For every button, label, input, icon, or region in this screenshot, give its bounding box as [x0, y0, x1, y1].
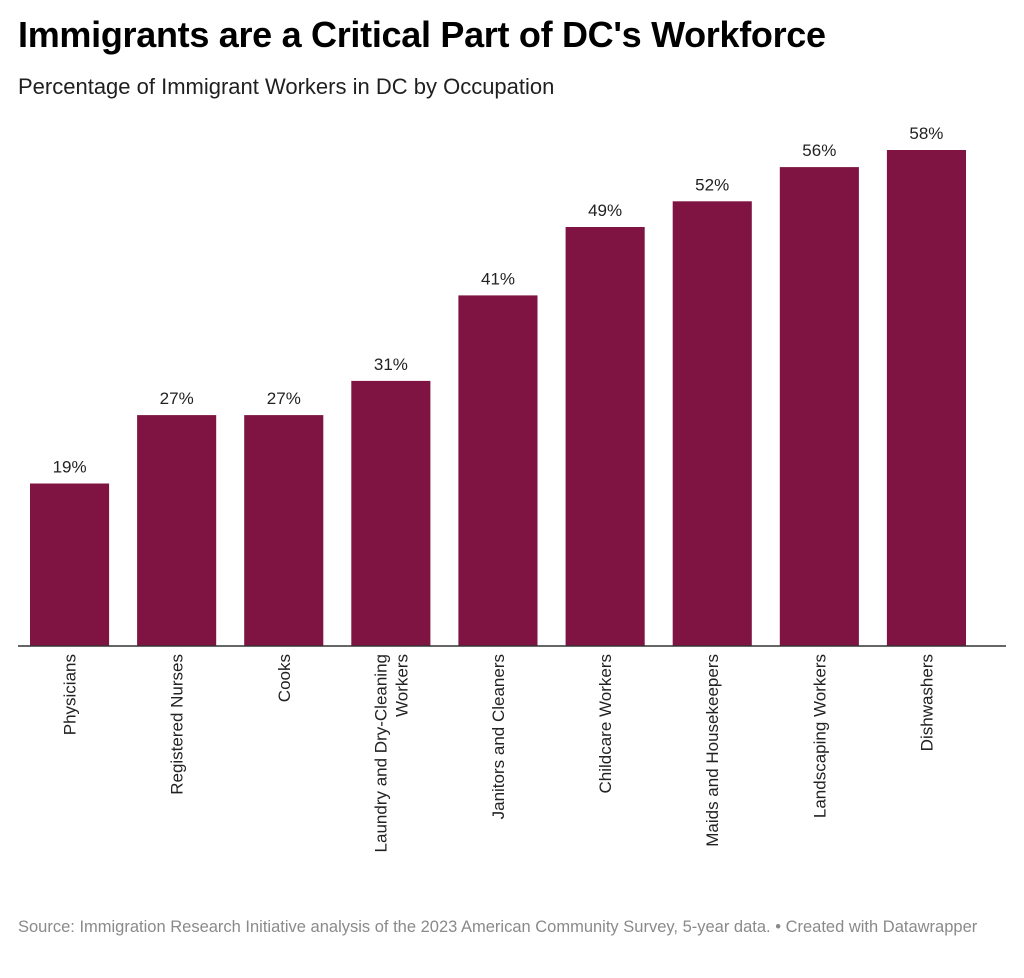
data-label: 41%	[481, 269, 515, 288]
data-label: 27%	[160, 389, 194, 408]
bar-chart: 19% Physicians 27% Registered Nurses 27% Cook…	[18, 124, 1006, 852]
chart-subtitle: Percentage of Immigrant Workers in DC by…	[18, 74, 555, 99]
bar	[351, 380, 431, 646]
category-label: Registered Nurses	[168, 654, 187, 795]
data-label: 27%	[267, 389, 301, 408]
category-label-line: Dishwashers	[917, 654, 936, 751]
category-label: Landscaping Workers	[810, 654, 829, 818]
bar	[886, 150, 966, 646]
bar	[30, 483, 110, 646]
category-label: Dishwashers	[917, 654, 936, 751]
bar	[672, 201, 752, 647]
category-label-line: Physicians	[61, 654, 80, 735]
bar	[458, 295, 538, 646]
category-label: Janitors and Cleaners	[489, 654, 508, 819]
category-label-line: Workers	[392, 654, 411, 717]
category-label: Physicians	[61, 654, 80, 735]
category-label-line: Childcare Workers	[596, 654, 615, 794]
data-label: 19%	[53, 458, 87, 477]
data-label: 58%	[909, 124, 943, 143]
category-label-line: Janitors and Cleaners	[489, 654, 508, 819]
chart-title: Immigrants are a Critical Part of DC's W…	[18, 14, 826, 55]
data-label: 56%	[802, 141, 836, 160]
bar	[565, 227, 645, 646]
category-label: Maids and Housekeepers	[703, 654, 722, 847]
category-label-line: Landscaping Workers	[810, 654, 829, 818]
bar	[244, 415, 324, 646]
category-label-line: Registered Nurses	[168, 654, 187, 795]
source-note: Source: Immigration Research Initiative …	[18, 918, 978, 936]
data-label: 52%	[695, 175, 729, 194]
category-label: Childcare Workers	[596, 654, 615, 794]
category-label-line: Maids and Housekeepers	[703, 654, 722, 847]
bar	[137, 415, 217, 646]
category-label-line: Cooks	[275, 654, 294, 702]
bar	[779, 167, 859, 646]
category-label: Laundry and Dry-Cleaning Workers	[371, 654, 411, 852]
category-label-line: Laundry and Dry-Cleaning	[371, 654, 390, 852]
data-label: 31%	[374, 355, 408, 374]
data-label: 49%	[588, 201, 622, 220]
category-label: Cooks	[275, 654, 294, 702]
